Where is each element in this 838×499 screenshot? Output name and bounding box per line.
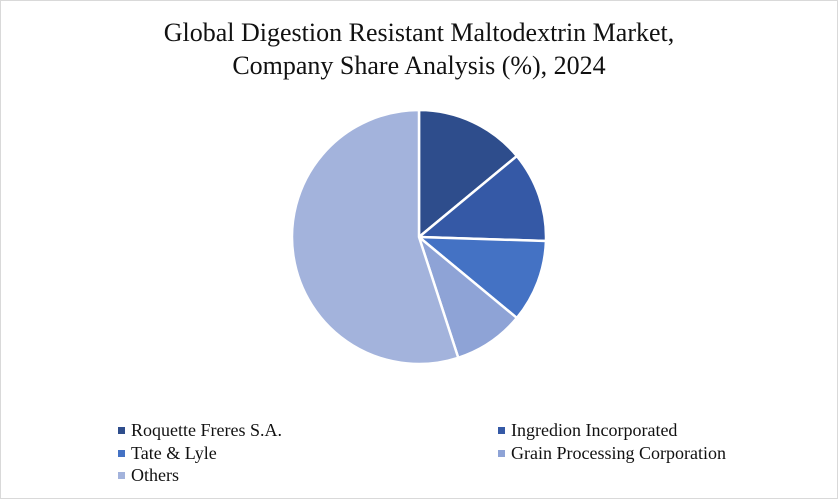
- legend-label-roquette-freres-s-a: Roquette Freres S.A.: [131, 420, 282, 440]
- chart-title: Global Digestion Resistant Maltodextrin …: [0, 16, 838, 82]
- legend-label-grain-processing-corporation: Grain Processing Corporation: [511, 443, 726, 463]
- pie-slice-tate-lyle: [417, 235, 548, 320]
- pie-slice-roquette-freres-s-a: [417, 108, 519, 239]
- legend-swatch-tate-lyle: [118, 450, 125, 457]
- legend-item-others: Others: [118, 465, 179, 486]
- chart-title-line-1: Global Digestion Resistant Maltodextrin …: [163, 18, 675, 47]
- pie-slice-ingredion-incorporated: [417, 154, 548, 243]
- legend-swatch-grain-processing-corporation: [498, 450, 505, 457]
- pie-slice-others: [290, 108, 460, 366]
- legend-item-ingredion-incorporated: Ingredion Incorporated: [498, 420, 677, 441]
- legend-swatch-roquette-freres-s-a: [118, 427, 125, 434]
- pie-slices: [290, 108, 548, 366]
- chart-title-line-2: Company Share Analysis (%), 2024: [232, 51, 606, 80]
- legend-label-tate-lyle: Tate & Lyle: [131, 443, 217, 463]
- legend-item-roquette-freres-s-a: Roquette Freres S.A.: [118, 420, 282, 441]
- legend-item-grain-processing-corporation: Grain Processing Corporation: [498, 443, 726, 464]
- legend-item-tate-lyle: Tate & Lyle: [118, 443, 217, 464]
- legend-label-ingredion-incorporated: Ingredion Incorporated: [511, 420, 678, 440]
- legend-swatch-others: [118, 472, 125, 479]
- legend-swatch-ingredion-incorporated: [498, 427, 505, 434]
- legend-label-others: Others: [131, 465, 179, 485]
